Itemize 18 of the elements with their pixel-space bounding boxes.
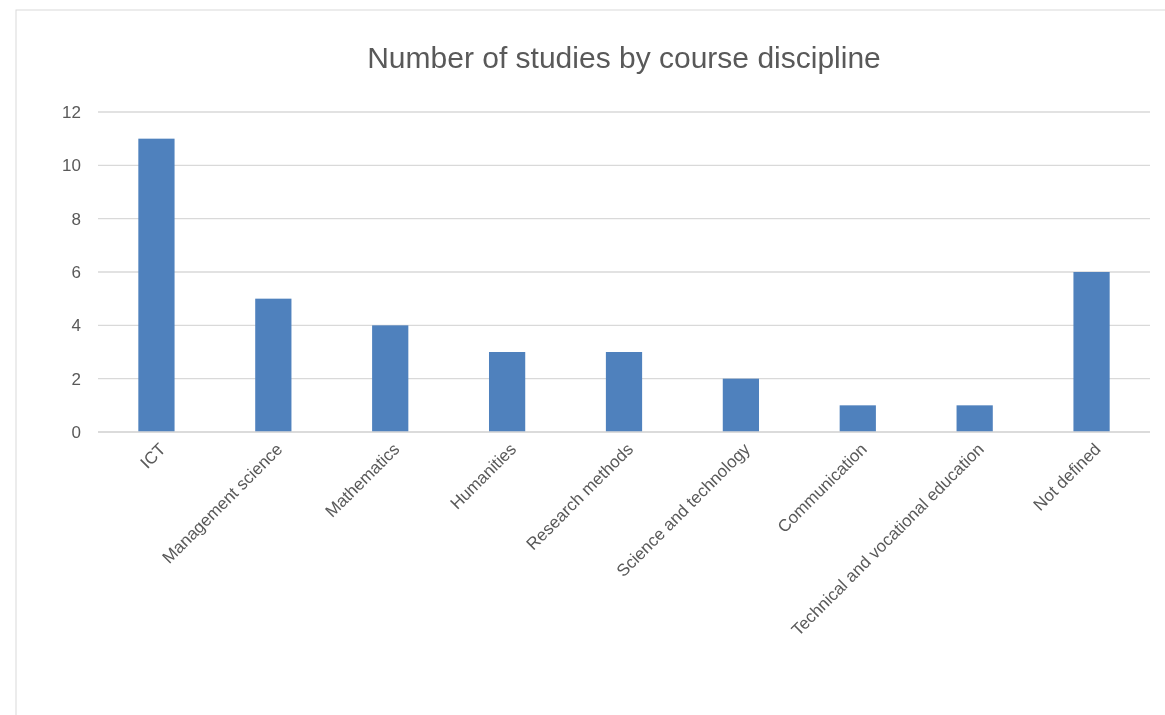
bar bbox=[605, 352, 643, 432]
y-tick-label: 4 bbox=[71, 316, 81, 336]
y-tick-label: 10 bbox=[62, 156, 81, 176]
bar bbox=[372, 325, 409, 432]
bar bbox=[138, 138, 175, 432]
bar bbox=[1073, 272, 1110, 432]
y-tick-label: 0 bbox=[71, 422, 81, 442]
bar bbox=[956, 405, 993, 432]
y-tick-label: 6 bbox=[71, 262, 81, 282]
bar bbox=[839, 405, 876, 432]
x-tick-label: ICT bbox=[136, 439, 170, 473]
bar bbox=[255, 298, 292, 432]
y-tick-label: 2 bbox=[71, 369, 81, 389]
y-tick-label: 8 bbox=[71, 209, 81, 229]
chart-title: Number of studies by course discipline bbox=[367, 41, 881, 74]
bar bbox=[722, 378, 760, 432]
bar bbox=[488, 352, 526, 432]
y-tick-label: 12 bbox=[62, 102, 81, 122]
